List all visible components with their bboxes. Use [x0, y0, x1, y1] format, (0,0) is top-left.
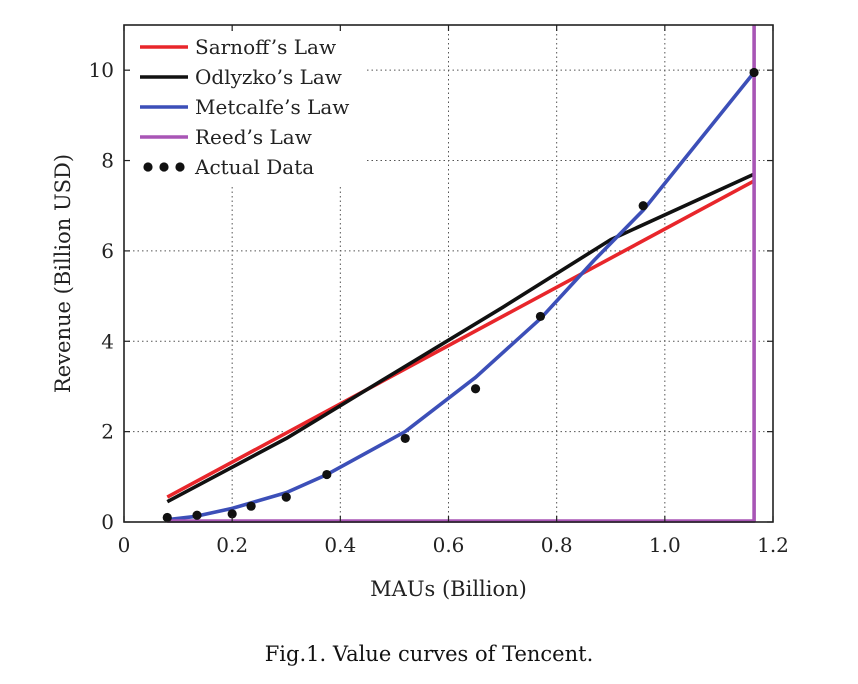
legend-item-4: Actual Data — [143, 155, 314, 179]
y-tick-label-3: 6 — [101, 239, 114, 263]
legend-label: Metcalfe’s Law — [195, 95, 349, 119]
data-point-9 — [638, 201, 648, 211]
series-reed-s-law-line — [167, 25, 756, 523]
legend-label: Sarnoff’s Law — [195, 35, 336, 59]
series-sarnoff-s-law-line — [166, 179, 755, 499]
x-tick-label-6: 1.2 — [757, 533, 789, 557]
legend-item-1: Odlyzko’s Law — [140, 65, 342, 89]
y-tick-label-5: 10 — [89, 58, 114, 82]
series-metcalfe-s-law-line — [167, 71, 756, 522]
x-tick-label-3: 0.6 — [433, 533, 465, 557]
legend-label: Reed’s Law — [195, 125, 312, 149]
figure-caption: Fig.1. Value curves of Tencent. — [264, 642, 594, 666]
series-odlyzko-s-law-line — [166, 172, 755, 504]
data-point-1 — [192, 510, 202, 520]
legend: Sarnoff’s Law Odlyzko’s Law Metcalfe’s Law… — [132, 31, 364, 184]
x-axis-label: MAUs (Billion) — [370, 577, 527, 601]
legend-label: Odlyzko’s Law — [195, 65, 342, 89]
x-tick-label-5: 1.0 — [649, 533, 681, 557]
data-point-2 — [227, 509, 237, 519]
x-tick-label-0: 0 — [118, 533, 131, 557]
series-layer — [162, 25, 759, 523]
legend-item-2: Metcalfe’s Law — [140, 95, 349, 119]
legend-marker-0 — [143, 162, 153, 172]
data-point-0 — [162, 512, 172, 523]
data-point-4 — [281, 492, 291, 502]
legend-item-3: Reed’s Law — [140, 125, 312, 149]
data-point-5 — [322, 469, 332, 480]
x-tick-label-1: 0.2 — [216, 533, 248, 557]
data-point-7 — [470, 384, 481, 394]
y-tick-label-2: 4 — [101, 329, 114, 353]
chart: 0 0.2 0.4 0.6 0.8 1.0 1.2 0 2 4 6 8 10 Sarnoff’s Law… — [51, 24, 789, 601]
legend-item-0: Sarnoff’s Law — [140, 35, 336, 59]
legend-marker-2 — [175, 162, 185, 172]
x-tick-label-4: 0.8 — [541, 533, 573, 557]
legend-label: Actual Data — [194, 155, 314, 179]
y-tick-label-1: 2 — [101, 420, 114, 444]
ticks: 0 0.2 0.4 0.6 0.8 1.0 1.2 0 2 4 6 8 10 — [89, 25, 789, 557]
data-point-6 — [400, 433, 410, 444]
y-tick-label-4: 8 — [101, 149, 114, 173]
y-tick-label-0: 0 — [101, 510, 114, 534]
legend-marker-1 — [159, 162, 169, 172]
data-point-8 — [535, 311, 546, 322]
data-point-10 — [749, 67, 759, 78]
x-tick-label-2: 0.4 — [324, 533, 356, 557]
y-axis-label: Revenue (Billion USD) — [51, 154, 75, 393]
data-point-3 — [246, 501, 256, 511]
